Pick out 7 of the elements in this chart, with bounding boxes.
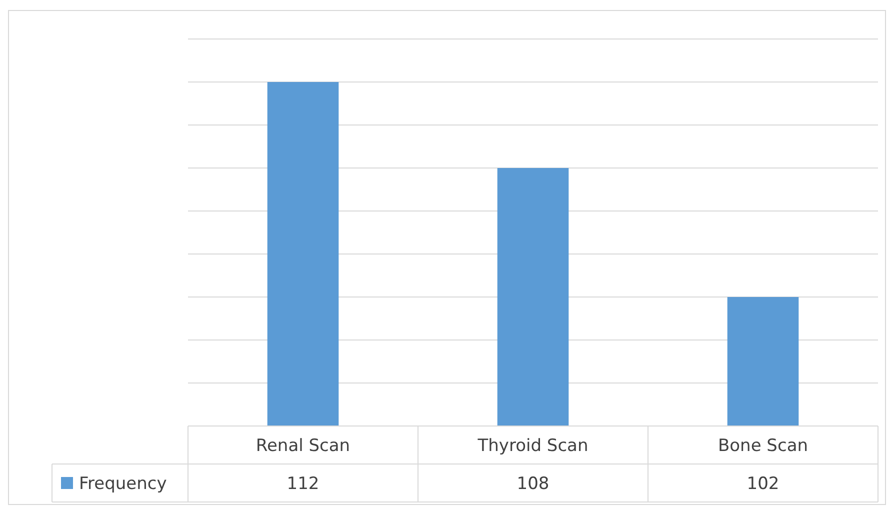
- x-tick-label: Thyroid Scan: [476, 436, 588, 456]
- data-label: 108: [516, 474, 550, 494]
- legend-label: Frequency: [79, 474, 167, 494]
- data-label: 112: [286, 474, 320, 494]
- x-tick-label: Bone Scan: [718, 436, 808, 456]
- data-label: 102: [746, 474, 780, 494]
- x-tick-label: Renal Scan: [256, 436, 350, 456]
